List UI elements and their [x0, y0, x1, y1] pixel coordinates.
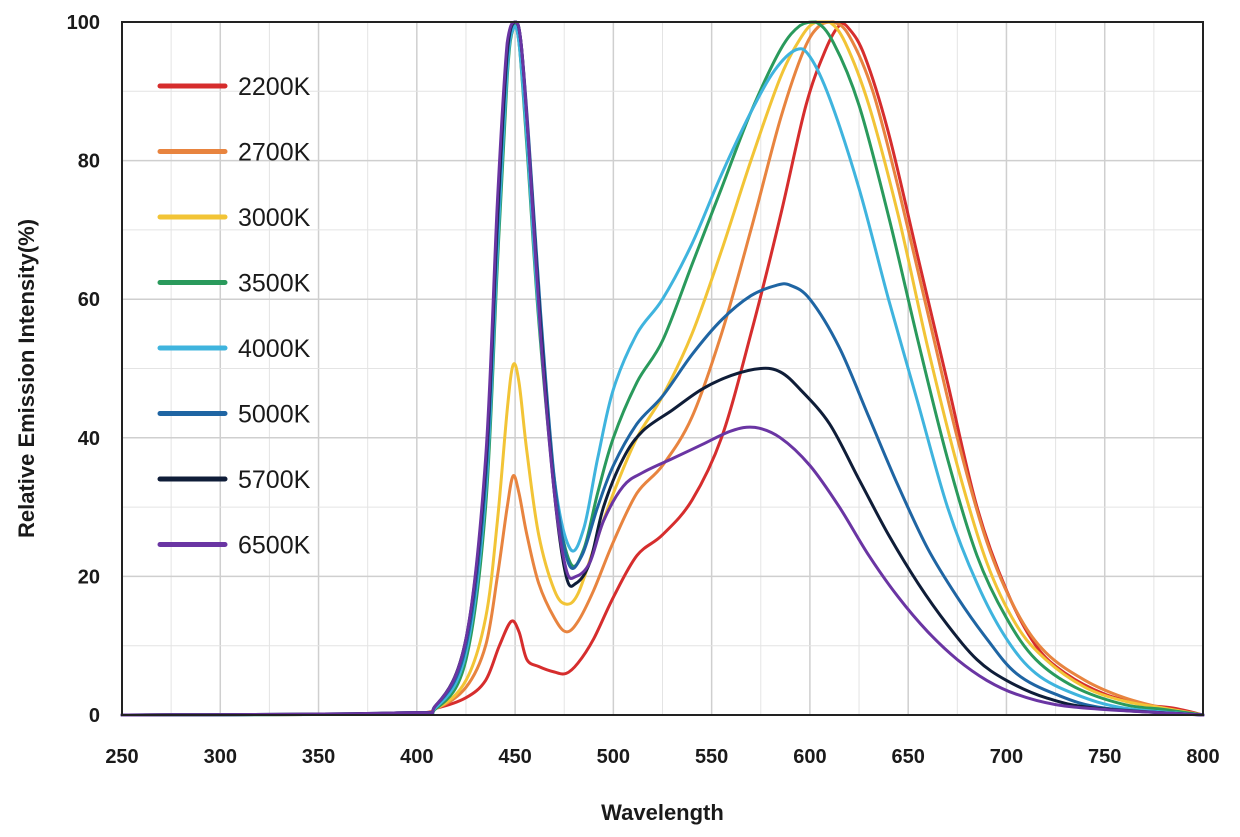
y-tick-label: 0	[89, 705, 100, 727]
legend-label-4000k: 4000K	[238, 335, 311, 363]
x-tick-label: 450	[498, 746, 531, 768]
y-tick-label: 80	[78, 151, 100, 173]
legend-label-2700k: 2700K	[238, 139, 311, 167]
y-tick-label: 60	[78, 289, 100, 311]
plot-frame	[121, 21, 1204, 716]
series-line-3000k	[120, 20, 1205, 717]
x-tick-label: 500	[597, 746, 630, 768]
x-tick-label: 400	[400, 746, 433, 768]
x-tick-label: 650	[891, 746, 924, 768]
legend-label-5000k: 5000K	[238, 401, 311, 429]
legend-label-3500k: 3500K	[238, 270, 311, 298]
series-line-2700k	[120, 20, 1205, 717]
x-tick-label: 250	[105, 746, 138, 768]
series-lines	[120, 20, 1205, 717]
x-tick-label: 700	[990, 746, 1023, 768]
x-axis-title: Wavelength	[601, 800, 724, 825]
x-tick-label: 800	[1186, 746, 1219, 768]
y-tick-label: 40	[78, 428, 100, 450]
legend-label-5700k: 5700K	[238, 466, 311, 494]
tick-labels: 250 300 350 400 450 500 550 600 650 700 750 800 0 20 4…	[67, 12, 1220, 768]
grid	[122, 22, 1203, 715]
legend-label-6500k: 6500K	[238, 532, 311, 560]
y-tick-label: 20	[78, 566, 100, 588]
x-tick-label: 300	[204, 746, 237, 768]
x-tick-label: 750	[1088, 746, 1121, 768]
x-tick-label: 550	[695, 746, 728, 768]
x-tick-label: 350	[302, 746, 335, 768]
y-axis-title: Relative Emission Intensity(%)	[14, 219, 39, 538]
x-tick-label: 600	[793, 746, 826, 768]
legend-label-3000k: 3000K	[238, 204, 311, 232]
legend-label-2200k: 2200K	[238, 73, 311, 101]
y-tick-label: 100	[67, 12, 100, 34]
legend: 2200K 2700K 3000K 3500K 4000K 5000K 5700K 6500K	[157, 73, 311, 560]
series-line-6500k	[120, 20, 1205, 717]
